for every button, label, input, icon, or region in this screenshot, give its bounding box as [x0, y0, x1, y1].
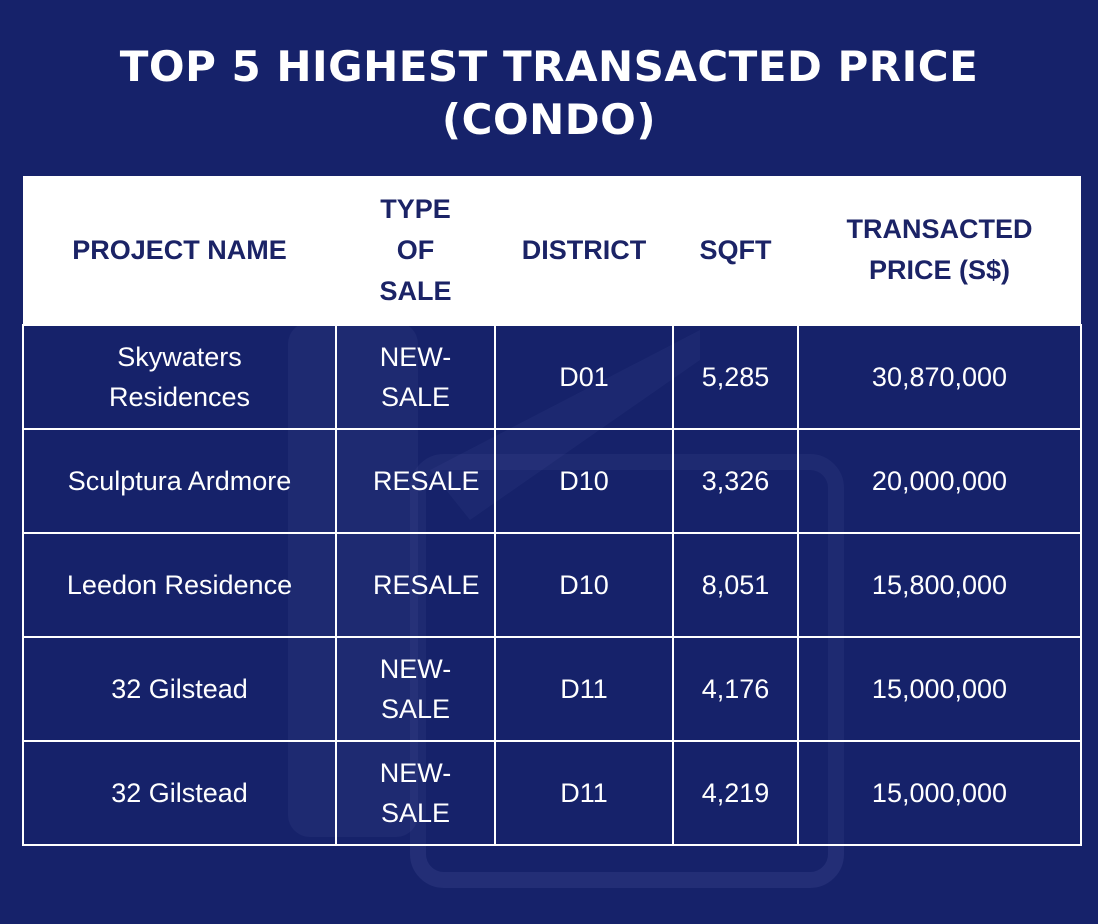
cell-district: D10: [494, 428, 674, 534]
table-row: Sculptura Ardmore RESALE D10 3,326 20,00…: [22, 428, 1082, 534]
page-title: TOP 5 HIGHEST TRANSACTED PRICE (CONDO): [0, 40, 1098, 146]
header-sqft: SQFT: [673, 176, 798, 325]
cell-transacted-price: 15,800,000: [797, 532, 1082, 638]
cell-project-name: 32 Gilstead: [22, 740, 337, 846]
cell-sqft: 4,176: [672, 636, 799, 742]
table-header: PROJECT NAME TYPE OF SALE DISTRICT SQFT …: [23, 176, 1081, 325]
cell-project-name: 32 Gilstead: [22, 636, 337, 742]
table-row: Skywaters Residences NEW-SALE D01 5,285 …: [22, 324, 1082, 430]
cell-type-of-sale: NEW-SALE: [335, 324, 496, 430]
cell-sqft: 4,219: [672, 740, 799, 846]
cell-transacted-price: 15,000,000: [797, 636, 1082, 742]
cell-district: D11: [494, 740, 674, 846]
cell-sqft: 3,326: [672, 428, 799, 534]
cell-project-name: Leedon Residence: [22, 532, 337, 638]
transactions-table: PROJECT NAME TYPE OF SALE DISTRICT SQFT …: [22, 176, 1082, 846]
header-type-of-sale: TYPE OF SALE: [336, 176, 495, 325]
cell-type-of-sale: RESALE: [335, 532, 496, 638]
header-row: PROJECT NAME TYPE OF SALE DISTRICT SQFT …: [23, 176, 1081, 325]
table-row: 32 Gilstead NEW-SALE D11 4,219 15,000,00…: [22, 740, 1082, 846]
title-line-2: (CONDO): [441, 95, 657, 144]
cell-district: D10: [494, 532, 674, 638]
cell-type-of-sale: NEW-SALE: [335, 636, 496, 742]
cell-district: D11: [494, 636, 674, 742]
cell-transacted-price: 15,000,000: [797, 740, 1082, 846]
table-body: Skywaters Residences NEW-SALE D01 5,285 …: [22, 324, 1082, 846]
cell-project-name: Skywaters Residences: [22, 324, 337, 430]
header-district: DISTRICT: [495, 176, 673, 325]
title-line-1: TOP 5 HIGHEST TRANSACTED PRICE: [119, 42, 979, 91]
cell-transacted-price: 30,870,000: [797, 324, 1082, 430]
table-row: Leedon Residence RESALE D10 8,051 15,800…: [22, 532, 1082, 638]
table-row: 32 Gilstead NEW-SALE D11 4,176 15,000,00…: [22, 636, 1082, 742]
header-project-name: PROJECT NAME: [23, 176, 336, 325]
cell-sqft: 5,285: [672, 324, 799, 430]
header-transacted-price: TRANSACTED PRICE (S$): [798, 176, 1081, 325]
cell-type-of-sale: RESALE: [335, 428, 496, 534]
cell-transacted-price: 20,000,000: [797, 428, 1082, 534]
cell-district: D01: [494, 324, 674, 430]
cell-type-of-sale: NEW-SALE: [335, 740, 496, 846]
cell-sqft: 8,051: [672, 532, 799, 638]
cell-project-name: Sculptura Ardmore: [22, 428, 337, 534]
